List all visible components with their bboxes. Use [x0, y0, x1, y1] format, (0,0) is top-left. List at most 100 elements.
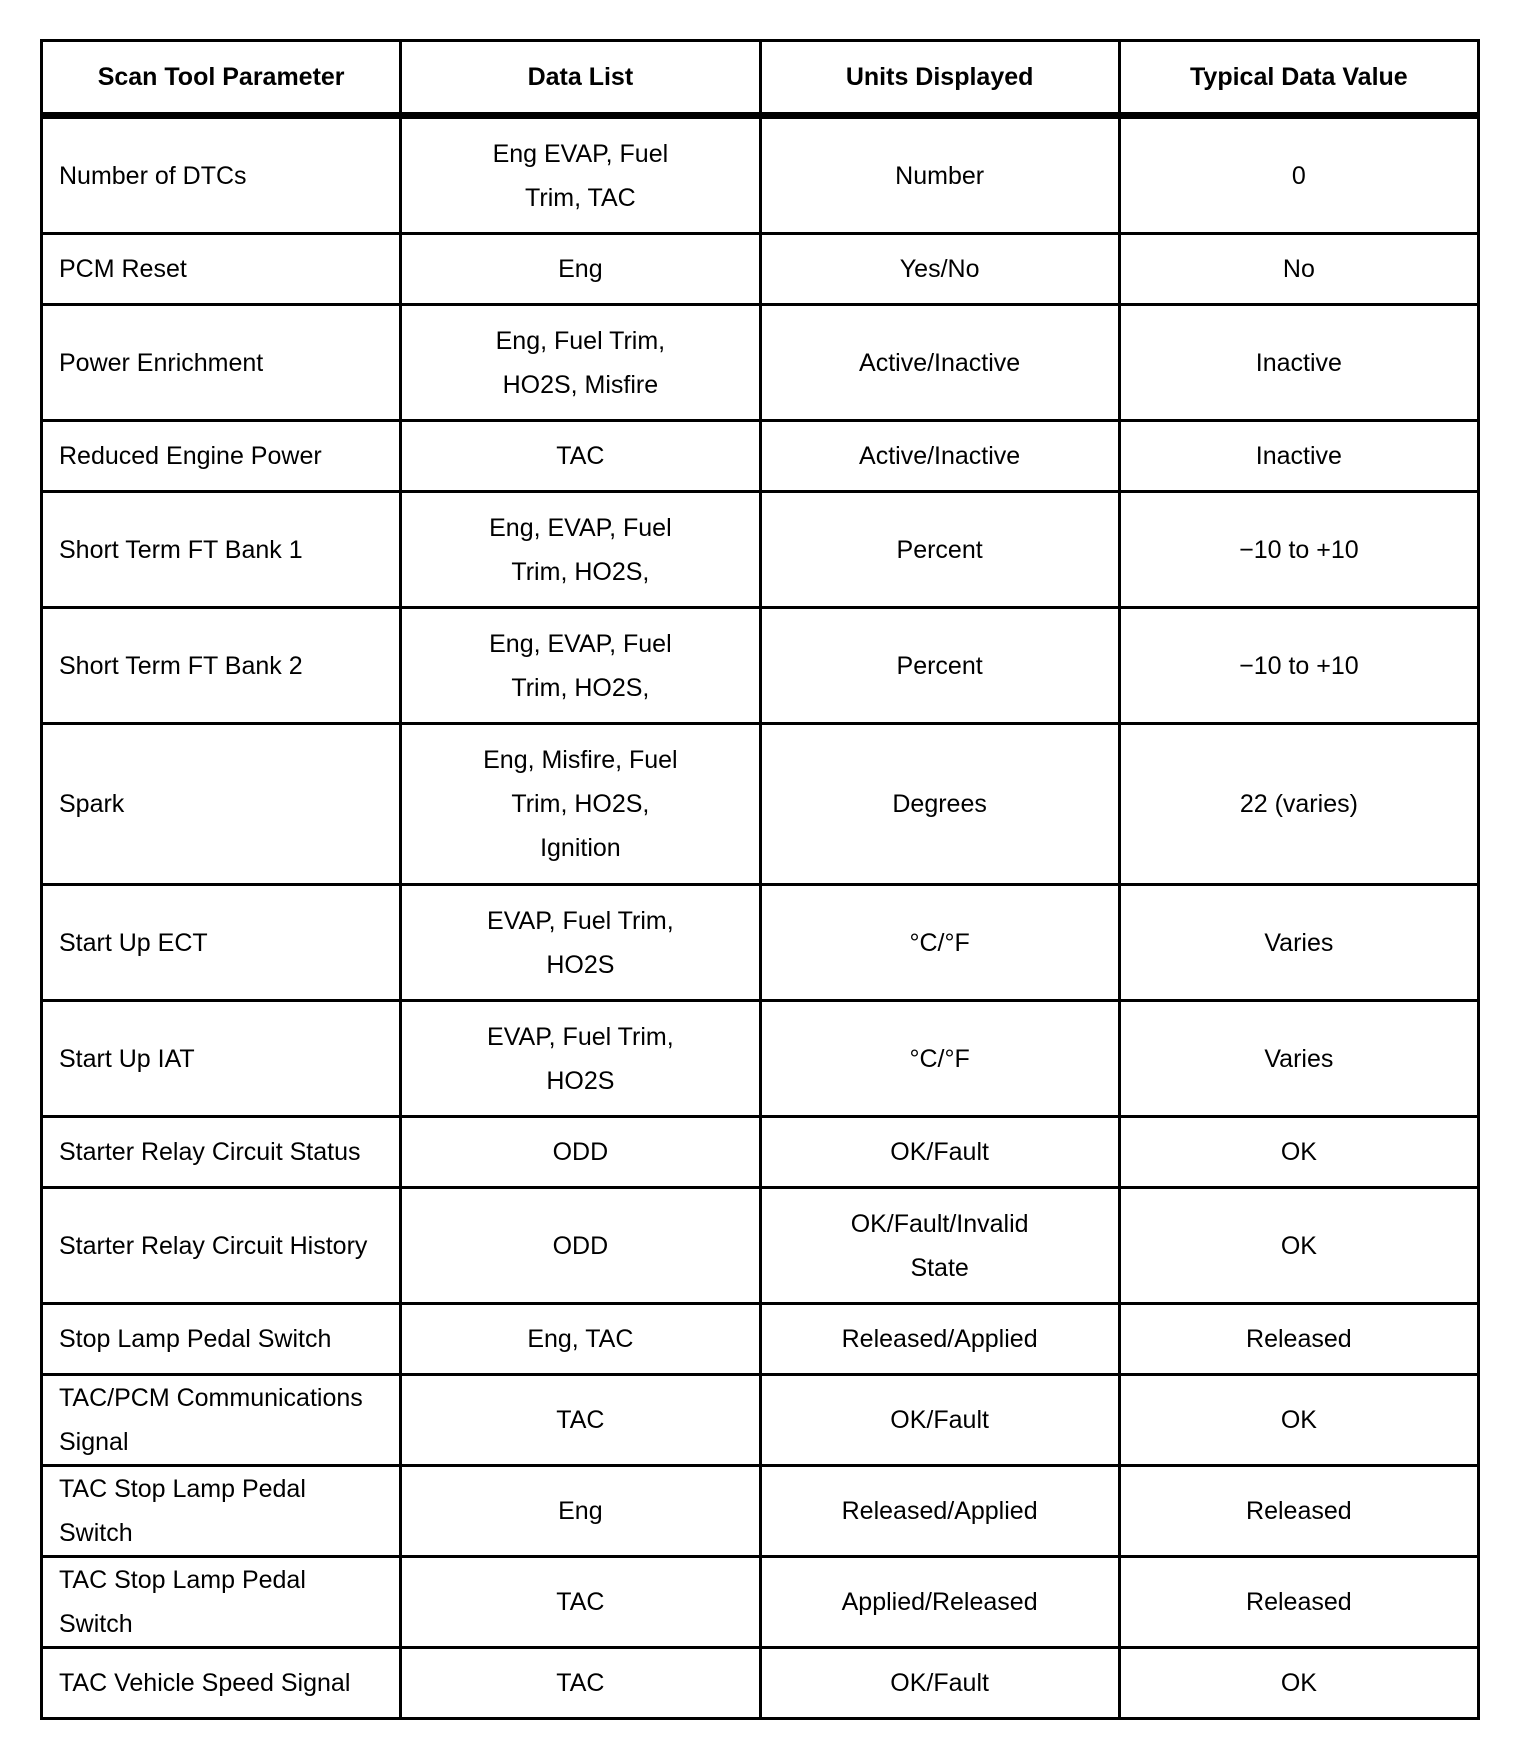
value-cell-line: 0: [1291, 161, 1306, 190]
units-cell: OK/Fault/Invalid State: [758, 1186, 1121, 1305]
data-list-cell: Eng, Fuel Trim, HO2S, Misfire: [399, 303, 762, 422]
value-cell-line: Varies: [1264, 1044, 1334, 1073]
units-cell: Number: [758, 114, 1121, 235]
column-header: Data List: [399, 39, 762, 119]
table-row: Start Up IAT EVAP, Fuel Trim, HO2S °C/°F Var…: [39, 999, 1481, 1118]
units-cell-line: Released/Applied: [841, 1497, 1038, 1525]
units-cell: Percent: [758, 490, 1121, 609]
data-list-cell: ODD: [399, 1186, 762, 1305]
data-list-cell-line: Eng EVAP, Fuel: [492, 139, 669, 168]
data-list-cell-line: Ignition: [540, 834, 621, 862]
units-cell-line: OK/Fault/Invalid: [850, 1209, 1029, 1238]
table-row: Power Enrichment Eng, Fuel Trim, HO2S, Mis…: [39, 303, 1481, 422]
value-cell: OK: [1117, 1646, 1481, 1720]
table-row: TAC Stop Lamp Pedal Switch Eng Released/Ap…: [39, 1464, 1481, 1558]
value-cell: OK: [1117, 1373, 1481, 1467]
parameter-cell: Start Up IAT: [39, 999, 403, 1118]
parameter-cell-line: PCM Reset: [59, 255, 187, 283]
data-list-cell-line: Trim, HO2S,: [511, 673, 650, 702]
parameter-cell-line: Number of DTCs: [59, 161, 247, 190]
value-cell-line: No: [1282, 255, 1315, 283]
units-cell: Percent: [758, 606, 1121, 725]
value-cell-line: −10 to +10: [1239, 651, 1359, 680]
table-row: Stop Lamp Pedal Switch Eng, TAC Released/A…: [39, 1302, 1481, 1376]
units-cell: Active/Inactive: [758, 419, 1121, 493]
data-list-cell-line: Trim, HO2S,: [511, 790, 650, 818]
units-cell-line: Yes/No: [899, 255, 980, 283]
data-list-cell-line: HO2S: [546, 1066, 615, 1095]
units-cell-line: Active/Inactive: [859, 442, 1021, 470]
data-list-cell: Eng EVAP, Fuel Trim, TAC: [399, 114, 762, 235]
value-cell: Varies: [1117, 999, 1481, 1118]
table-row: TAC Vehicle Speed Signal TAC OK/Fault OK: [39, 1646, 1481, 1720]
table-row: Short Term FT Bank 1 Eng, EVAP, Fuel Trim,…: [39, 490, 1481, 609]
parameter-cell-line: TAC Stop Lamp Pedal Switch: [59, 1566, 306, 1638]
value-cell: Released: [1117, 1302, 1481, 1376]
data-list-cell: TAC: [399, 1373, 762, 1467]
table-row: Starter Relay Circuit History ODD OK/Fault…: [39, 1186, 1481, 1305]
units-cell: °C/°F: [758, 883, 1121, 1002]
value-cell-line: OK: [1280, 1406, 1317, 1434]
value-cell: 0: [1117, 114, 1481, 235]
value-cell-line: Released: [1246, 1497, 1352, 1525]
table-row: Starter Relay Circuit Status ODD OK/Fault O…: [39, 1115, 1481, 1189]
parameter-cell: TAC Stop Lamp Pedal Switch: [39, 1464, 403, 1558]
parameter-cell-line: Reduced Engine Power: [59, 442, 322, 470]
data-list-cell-line: Trim, TAC: [525, 183, 636, 212]
column-header: Typical Data Value: [1117, 39, 1481, 119]
units-cell-line: State: [910, 1253, 969, 1282]
units-cell-line: Number: [895, 161, 985, 190]
parameter-cell-line: Start Up IAT: [59, 1044, 195, 1073]
units-cell: Yes/No: [758, 232, 1121, 306]
value-cell-line: OK: [1280, 1231, 1317, 1260]
data-list-cell: Eng, Misfire, Fuel Trim, HO2S, Ignition: [399, 722, 762, 886]
value-cell: −10 to +10: [1117, 606, 1481, 725]
value-cell: No: [1117, 232, 1481, 306]
data-list-cell-line: Trim, HO2S,: [511, 557, 650, 586]
parameter-cell-line: Short Term FT Bank 2: [59, 651, 303, 680]
parameter-cell: Short Term FT Bank 1: [39, 490, 403, 609]
data-list-cell-line: Eng, EVAP, Fuel: [489, 629, 672, 658]
table-row: TAC/PCM Communications Signal TAC OK/Fault…: [39, 1373, 1481, 1467]
data-list-cell-line: Eng, Fuel Trim,: [495, 326, 666, 355]
value-cell-line: Released: [1246, 1588, 1352, 1616]
table-row: Reduced Engine Power TAC Active/Inactive In…: [39, 419, 1481, 493]
data-list-cell-line: ODD: [552, 1231, 609, 1260]
data-list-cell-line: EVAP, Fuel Trim,: [487, 906, 674, 935]
value-cell-line: Varies: [1264, 928, 1334, 957]
units-cell-line: Active/Inactive: [859, 348, 1021, 377]
parameter-cell-line: Stop Lamp Pedal Switch: [59, 1325, 332, 1353]
data-list-cell: Eng: [399, 1464, 762, 1558]
units-cell-line: Percent: [896, 651, 983, 680]
units-cell: °C/°F: [758, 999, 1121, 1118]
parameter-cell-line: TAC Stop Lamp Pedal Switch: [59, 1475, 306, 1547]
column-header: Scan Tool Parameter: [39, 39, 403, 119]
value-cell-line: OK: [1280, 1669, 1317, 1697]
data-list-cell: ODD: [399, 1115, 762, 1189]
data-list-cell-line: EVAP, Fuel Trim,: [487, 1022, 674, 1051]
units-cell: OK/Fault: [758, 1646, 1121, 1720]
units-cell-line: OK/Fault: [890, 1406, 989, 1434]
data-list-cell: Eng, EVAP, Fuel Trim, HO2S,: [399, 490, 762, 609]
value-cell: 22 (varies): [1117, 722, 1481, 886]
parameter-cell: Start Up ECT: [39, 883, 403, 1002]
table-row: TAC Stop Lamp Pedal Switch TAC Applied/Rel…: [39, 1555, 1481, 1649]
units-cell-line: OK/Fault: [890, 1669, 989, 1697]
parameter-cell-line: Start Up ECT: [59, 928, 208, 957]
table-row: Spark Eng, Misfire, Fuel Trim, HO2S, Igniti…: [39, 722, 1481, 886]
value-cell-line: Released: [1246, 1325, 1352, 1353]
value-cell: Released: [1117, 1555, 1481, 1649]
value-cell-line: −10 to +10: [1239, 535, 1359, 564]
data-list-cell-line: Eng, TAC: [527, 1325, 634, 1353]
header-row: Scan Tool Parameter Data List Units Disp…: [39, 39, 1481, 119]
data-list-cell-line: TAC: [556, 1669, 605, 1697]
data-list-cell-line: TAC: [556, 1406, 605, 1434]
parameter-cell: Reduced Engine Power: [39, 419, 403, 493]
units-cell: OK/Fault: [758, 1115, 1121, 1189]
parameter-cell-line: Power Enrichment: [59, 348, 264, 377]
data-list-cell: Eng, EVAP, Fuel Trim, HO2S,: [399, 606, 762, 725]
units-cell-line: Degrees: [892, 790, 987, 818]
parameter-cell: Number of DTCs: [39, 114, 403, 235]
units-cell-line: Percent: [896, 535, 983, 564]
column-header: Units Displayed: [758, 39, 1121, 119]
